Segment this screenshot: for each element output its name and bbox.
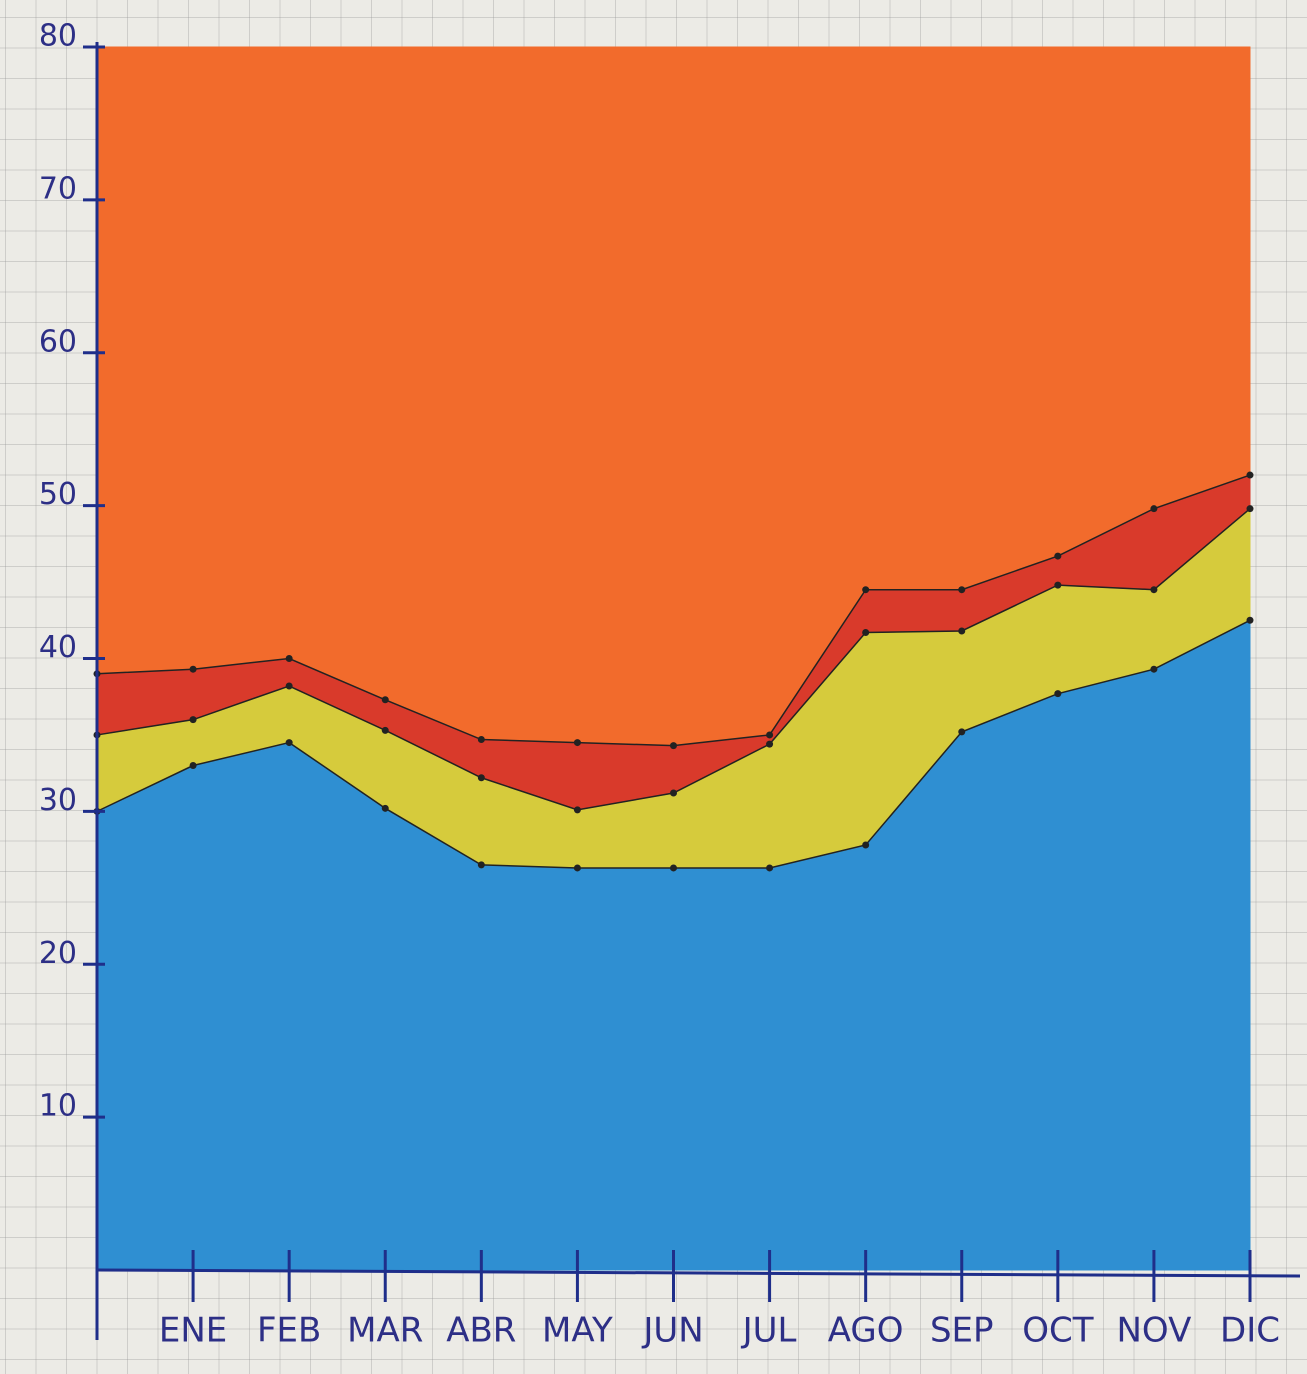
point — [766, 864, 773, 871]
x-tick-label: ENE — [159, 1311, 227, 1351]
y-tick-label: 40 — [39, 630, 77, 665]
point — [1247, 505, 1254, 512]
point — [862, 586, 869, 593]
y-tick-label: 70 — [39, 171, 77, 206]
point — [286, 655, 293, 662]
y-tick-label: 50 — [39, 477, 77, 512]
point — [958, 586, 965, 593]
x-tick-label: SEP — [930, 1311, 994, 1351]
point — [478, 861, 485, 868]
y-tick-label: 80 — [39, 19, 77, 54]
y-tick-label: 20 — [39, 936, 77, 971]
point — [1247, 472, 1254, 479]
point — [1247, 617, 1254, 624]
point — [862, 629, 869, 636]
chart: 10 20 30 40 50 60 70 80 ENE FEB MAR ABR MAY JUN JUL AGO… — [0, 0, 1307, 1374]
point — [1150, 666, 1157, 673]
point — [286, 683, 293, 690]
point — [382, 696, 389, 703]
point — [1150, 505, 1157, 512]
point — [382, 805, 389, 812]
point — [286, 739, 293, 746]
x-tick-label: JUL — [741, 1311, 797, 1351]
point — [574, 739, 581, 746]
x-tick-label: FEB — [257, 1311, 321, 1351]
y-tick-label: 30 — [39, 783, 77, 818]
point — [958, 627, 965, 634]
point — [574, 806, 581, 813]
point — [766, 741, 773, 748]
x-axis — [97, 1270, 1300, 1276]
point — [1054, 690, 1061, 697]
x-tick-label: MAY — [542, 1311, 613, 1351]
point — [670, 790, 677, 797]
page: {"chart_data": { "type": "stacked_area",… — [0, 0, 1307, 1374]
point — [1054, 582, 1061, 589]
point — [766, 731, 773, 738]
point — [670, 864, 677, 871]
y-tick-label: 60 — [39, 324, 77, 359]
point — [1150, 586, 1157, 593]
x-tick-label: ABR — [446, 1311, 516, 1351]
x-tick-label: MAR — [347, 1311, 423, 1351]
x-tick-label: DIC — [1220, 1311, 1280, 1351]
point — [862, 842, 869, 849]
x-tick-label: JUN — [641, 1311, 703, 1351]
point — [958, 728, 965, 735]
point — [1054, 553, 1061, 560]
point — [382, 727, 389, 734]
point — [478, 736, 485, 743]
point — [478, 774, 485, 781]
x-tick-label: AGO — [828, 1311, 904, 1351]
x-tick-label: OCT — [1022, 1311, 1094, 1351]
point — [190, 716, 197, 723]
point — [190, 666, 197, 673]
point — [574, 864, 581, 871]
point — [670, 742, 677, 749]
point — [190, 762, 197, 769]
y-tick-label: 10 — [39, 1089, 77, 1124]
x-tick-label: NOV — [1116, 1311, 1191, 1351]
